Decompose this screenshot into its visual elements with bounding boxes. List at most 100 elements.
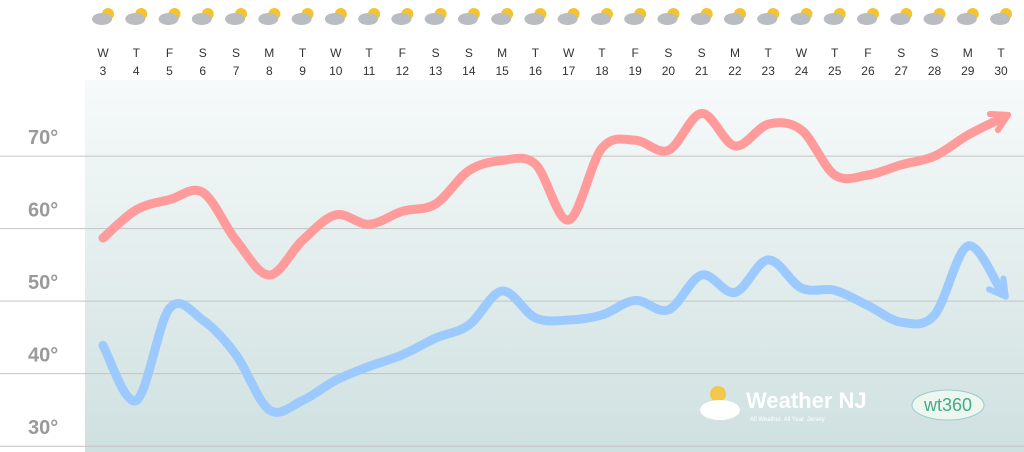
- weather-icon: [391, 8, 414, 25]
- weather-icon: [923, 8, 946, 25]
- weather-icon: [956, 8, 979, 25]
- weather-icon: [491, 8, 514, 25]
- logo-name: Weather NJ: [746, 388, 867, 413]
- weather-icon: [823, 8, 846, 25]
- weather-icon: [890, 8, 913, 25]
- weather-icon: [324, 8, 347, 25]
- icon-cloud: [856, 13, 877, 25]
- x-tick-day: M: [730, 46, 740, 60]
- x-tick-day: S: [232, 46, 240, 60]
- weather-icon: [624, 8, 647, 25]
- temperature-line: [98, 108, 1006, 280]
- x-tick-date: 22: [728, 64, 742, 78]
- x-tick-date: 23: [762, 64, 776, 78]
- weather-icon: [291, 8, 314, 25]
- x-tick-date: 11: [363, 64, 376, 78]
- temperature-line: [98, 241, 1006, 417]
- weather-icon: [590, 8, 613, 25]
- y-tick-label: 40°: [28, 345, 58, 367]
- x-tick-day: M: [963, 46, 973, 60]
- icon-cloud: [125, 13, 146, 25]
- x-tick-date: 12: [396, 64, 410, 78]
- x-tick-date: 26: [861, 64, 875, 78]
- weather-icon: [757, 8, 780, 25]
- icon-cloud: [757, 13, 778, 25]
- weather-icon: [258, 8, 281, 25]
- x-tick-day: S: [199, 46, 207, 60]
- x-tick-day: W: [563, 46, 575, 60]
- icon-cloud: [158, 13, 179, 25]
- x-tick-day: S: [897, 46, 905, 60]
- icon-cloud: [258, 13, 279, 25]
- icon-cloud: [790, 13, 811, 25]
- icon-cloud: [956, 13, 977, 25]
- icon-cloud: [590, 13, 611, 25]
- y-tick-label: 60°: [28, 200, 58, 222]
- x-tick-day: S: [698, 46, 706, 60]
- icon-cloud: [690, 13, 711, 25]
- x-tick-day: S: [930, 46, 938, 60]
- icon-cloud: [491, 13, 512, 25]
- weather-icon: [657, 8, 680, 25]
- weather-icon: [125, 8, 148, 25]
- weather-icon: [723, 8, 746, 25]
- icon-cloud: [524, 13, 545, 25]
- x-tick-date: 14: [462, 64, 476, 78]
- x-tick-date: 9: [299, 64, 306, 78]
- weather-icon: [92, 8, 114, 25]
- x-tick-date: 5: [166, 64, 173, 78]
- x-tick-date: 19: [628, 64, 642, 78]
- x-tick-date: 28: [928, 64, 942, 78]
- weather-icon: [524, 8, 547, 25]
- x-tick-date: 21: [695, 64, 709, 78]
- x-tick-day: F: [631, 46, 638, 60]
- x-tick-date: 6: [199, 64, 206, 78]
- x-tick-date: 18: [595, 64, 609, 78]
- icon-cloud: [291, 13, 312, 25]
- weather-icon: [856, 8, 879, 25]
- x-tick-day: T: [598, 46, 606, 60]
- x-tick-day: T: [133, 46, 141, 60]
- x-tick-date: 25: [828, 64, 842, 78]
- weather-icon: [191, 8, 214, 25]
- x-tick-day: S: [664, 46, 672, 60]
- weather-icon: [790, 8, 813, 25]
- weather-icon: [358, 8, 381, 25]
- weather-icon: [158, 8, 181, 25]
- x-tick-day: T: [365, 46, 373, 60]
- icon-cloud: [657, 13, 678, 25]
- icon-cloud: [457, 13, 478, 25]
- x-tick-day: T: [532, 46, 540, 60]
- x-tick-day: F: [399, 46, 406, 60]
- icon-cloud: [557, 13, 578, 25]
- weather-icon: [424, 8, 447, 25]
- x-tick-date: 30: [994, 64, 1008, 78]
- x-tick-day: F: [166, 46, 173, 60]
- x-tick-date: 10: [329, 64, 343, 78]
- x-tick-date: 4: [133, 64, 140, 78]
- icon-cloud: [92, 13, 112, 25]
- icon-cloud: [424, 13, 445, 25]
- icon-cloud: [624, 13, 645, 25]
- x-tick-day: W: [796, 46, 808, 60]
- plot-background: [85, 80, 1024, 452]
- x-tick-day: W: [97, 46, 109, 60]
- logo-tagline: All Weather. All Year. Jersey: [750, 417, 825, 423]
- y-tick-label: 50°: [28, 272, 58, 294]
- x-tick-date: 16: [529, 64, 543, 78]
- x-tick-date: 17: [562, 64, 576, 78]
- icon-cloud: [191, 13, 212, 25]
- icon-cloud: [391, 13, 412, 25]
- x-tick-day: F: [864, 46, 871, 60]
- logo-cloud: [700, 400, 740, 420]
- x-tick-day: S: [465, 46, 473, 60]
- x-tick-date: 3: [100, 64, 107, 78]
- icon-cloud: [324, 13, 345, 25]
- partner-logo: wt360: [923, 395, 972, 415]
- icon-cloud: [823, 13, 844, 25]
- x-tick-day: T: [765, 46, 773, 60]
- x-tick-day: T: [997, 46, 1005, 60]
- x-tick-date: 15: [495, 64, 509, 78]
- x-tick-date: 27: [895, 64, 909, 78]
